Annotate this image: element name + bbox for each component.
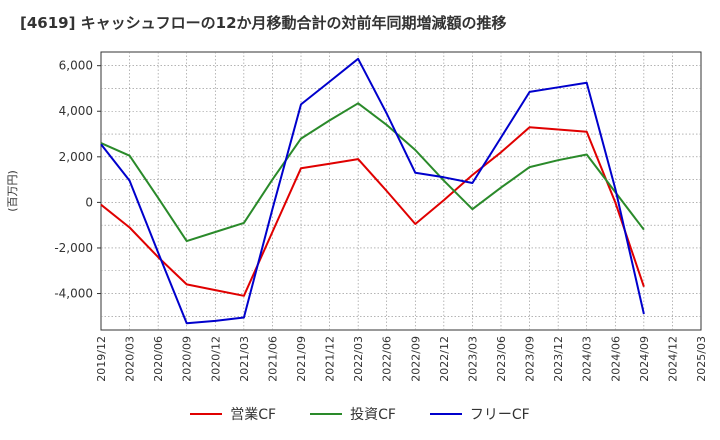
series-line-1 xyxy=(100,102,645,243)
x-tick-label: 2022/12 xyxy=(438,336,451,382)
chart-legend: 営業CF 投資CF フリーCF xyxy=(0,404,720,424)
x-tick-label: 2020/09 xyxy=(181,336,194,382)
x-tick-label: 2021/03 xyxy=(238,336,251,382)
x-tick-label: 2020/06 xyxy=(152,336,165,382)
legend-swatch-free-cf xyxy=(429,413,462,415)
x-tick-label: 2020/03 xyxy=(124,336,137,382)
legend-swatch-investing-cf xyxy=(310,413,343,415)
series-line-2 xyxy=(100,57,645,325)
legend-label-free-cf: フリーCF xyxy=(469,407,530,423)
x-tick-label: 2021/09 xyxy=(295,336,308,382)
x-tick-label: 2020/12 xyxy=(209,336,222,382)
legend-label-investing-cf: 投資CF xyxy=(350,407,396,423)
x-tick-label: 2022/06 xyxy=(381,336,394,382)
y-tick-label: -4,000 xyxy=(54,287,93,301)
y-tick-label: 0 xyxy=(85,195,93,209)
x-tick-label: 2024/06 xyxy=(609,336,622,382)
x-tick-label: 2021/12 xyxy=(324,336,337,382)
series-line-0 xyxy=(100,126,645,297)
x-tick-label: 2023/06 xyxy=(495,336,508,382)
y-tick-label: 6,000 xyxy=(59,59,93,73)
legend-label-operating-cf: 営業CF xyxy=(230,407,277,423)
legend-item-free-cf: フリーCF xyxy=(429,404,530,424)
y-tick-label: -2,000 xyxy=(54,241,93,255)
x-tick-label: 2022/09 xyxy=(409,336,422,382)
legend-item-operating-cf: 営業CF xyxy=(190,404,276,424)
x-tick-label: 2024/03 xyxy=(581,336,594,382)
x-tick-label: 2023/09 xyxy=(524,336,537,382)
legend-swatch-operating-cf xyxy=(190,413,223,415)
x-tick-label: 2024/12 xyxy=(666,336,679,382)
chart-title: [4619] キャッシュフローの12か月移動合計の対前年同期増減額の推移 xyxy=(20,14,507,32)
x-tick-label: 2022/03 xyxy=(352,336,365,382)
x-tick-label: 2023/12 xyxy=(552,336,565,382)
y-tick-label: 2,000 xyxy=(59,150,93,164)
plot-area xyxy=(100,51,702,331)
x-tick-label: 2023/03 xyxy=(466,336,479,382)
y-tick-label: 4,000 xyxy=(59,104,93,118)
x-tick-label: 2025/03 xyxy=(695,336,708,382)
y-axis-label: (百万円) xyxy=(6,170,19,212)
x-tick-label: 2024/09 xyxy=(638,336,651,382)
x-tick-label: 2021/06 xyxy=(266,336,279,382)
legend-item-investing-cf: 投資CF xyxy=(310,404,396,424)
x-tick-label: 2019/12 xyxy=(95,336,108,382)
